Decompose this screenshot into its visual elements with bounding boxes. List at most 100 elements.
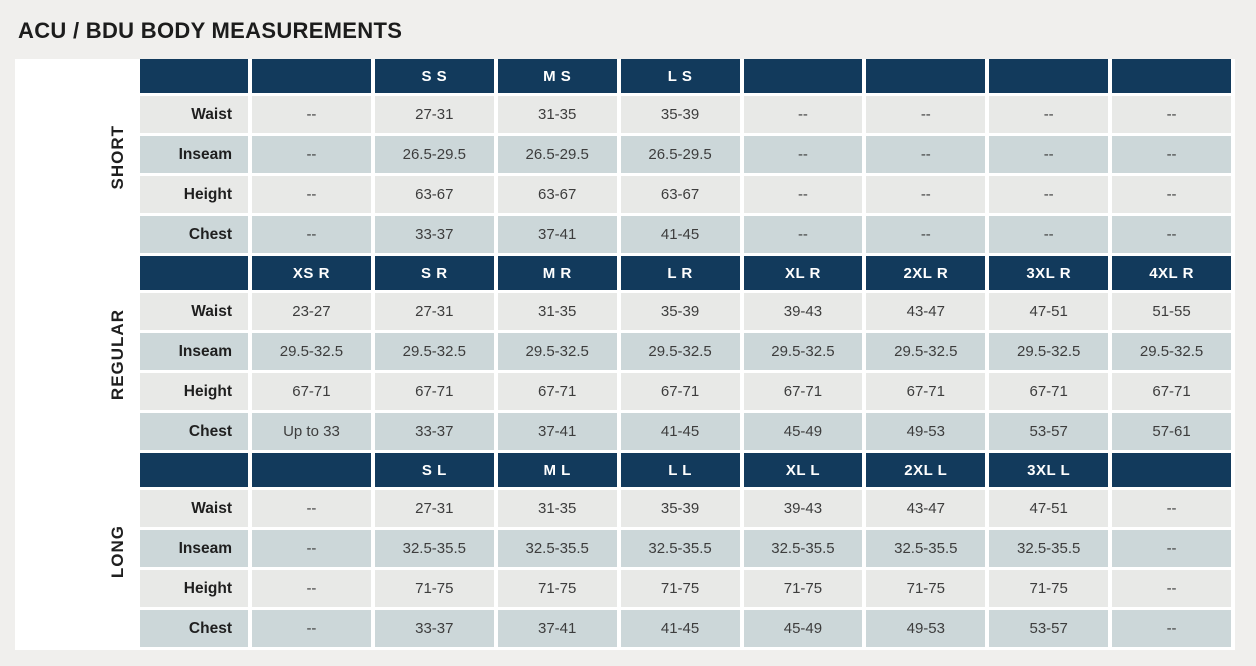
measurement-cell: 43-47 <box>866 293 990 333</box>
measurement-cell: 26.5-29.5 <box>374 136 498 176</box>
row-header: Inseam <box>140 333 252 373</box>
measurement-cell: 71-75 <box>620 570 744 610</box>
measurement-cell: -- <box>252 176 375 216</box>
measurement-cell: 63-67 <box>497 176 621 216</box>
measurement-cell: 29.5-32.5 <box>497 333 621 373</box>
measurement-cell: 71-75 <box>989 570 1113 610</box>
size-column-header: 4XL R <box>1112 256 1235 293</box>
header-corner-cell <box>140 59 252 96</box>
measurement-cell: 39-43 <box>743 293 867 333</box>
measurement-cell: 39-43 <box>743 490 867 530</box>
measurement-cell: Up to 33 <box>252 413 375 453</box>
header-corner-cell <box>140 453 252 490</box>
size-column-header: 2XL L <box>866 453 990 490</box>
measurement-cell: -- <box>743 136 867 176</box>
measurement-row-waist: Waist -- 27-31 31-35 35-39 -- -- -- -- <box>140 96 1235 136</box>
size-column-header <box>1112 453 1235 490</box>
measurement-cell: -- <box>743 176 867 216</box>
measurement-cell: 29.5-32.5 <box>866 333 990 373</box>
measurement-cell: 23-27 <box>252 293 375 333</box>
measurement-cell: 43-47 <box>866 490 990 530</box>
measurement-row-chest: Chest -- 33-37 37-41 41-45 -- -- -- -- <box>140 216 1235 256</box>
measurement-cell: -- <box>743 96 867 136</box>
size-column-header <box>743 59 867 96</box>
row-header: Waist <box>140 96 252 136</box>
measurement-cell: 32.5-35.5 <box>743 530 867 570</box>
measurement-cell: -- <box>866 136 990 176</box>
measurement-cell: 31-35 <box>497 490 621 530</box>
measurement-cell: 47-51 <box>989 293 1113 333</box>
measurement-cell: -- <box>1112 136 1235 176</box>
measurement-cell: 67-71 <box>252 373 375 413</box>
measurement-cell: 57-61 <box>1112 413 1235 453</box>
measurement-cell: 29.5-32.5 <box>374 333 498 373</box>
row-header: Waist <box>140 490 252 530</box>
measurement-row-height: Height 67-71 67-71 67-71 67-71 67-71 67-71 67-7… <box>140 373 1235 413</box>
measurement-cell: 29.5-32.5 <box>620 333 744 373</box>
section-label-text: SHORT <box>108 125 127 190</box>
size-column-header <box>866 59 990 96</box>
measurement-cell: 35-39 <box>620 96 744 136</box>
size-column-header: L S <box>620 59 744 96</box>
measurement-cell: 41-45 <box>620 413 744 453</box>
measurement-cell: 71-75 <box>374 570 498 610</box>
measurement-cell: -- <box>1112 610 1235 650</box>
measurement-cell: 45-49 <box>743 413 867 453</box>
row-header: Height <box>140 176 252 216</box>
measurement-cell: 63-67 <box>374 176 498 216</box>
measurement-cell: 67-71 <box>866 373 990 413</box>
measurement-cell: 29.5-32.5 <box>1112 333 1235 373</box>
measurement-cell: 49-53 <box>866 610 990 650</box>
size-column-header: 3XL L <box>989 453 1113 490</box>
measurement-row-inseam: Inseam -- 32.5-35.5 32.5-35.5 32.5-35.5 32.5-… <box>140 530 1235 570</box>
measurement-cell: -- <box>1112 570 1235 610</box>
section-vertical-label-long: LONG <box>15 453 140 650</box>
section-vertical-label-regular: REGULAR <box>15 256 140 453</box>
measurement-cell: -- <box>989 136 1113 176</box>
measurement-cell: 67-71 <box>743 373 867 413</box>
size-column-header: XL R <box>743 256 867 293</box>
measurement-cell: -- <box>743 216 867 256</box>
measurement-cell: 32.5-35.5 <box>989 530 1113 570</box>
measurement-cell: -- <box>989 96 1113 136</box>
size-column-header: M L <box>497 453 621 490</box>
measurement-cell: -- <box>252 216 375 256</box>
measurement-cell: 33-37 <box>374 216 498 256</box>
size-column-header: XS R <box>252 256 375 293</box>
measurement-cell: 27-31 <box>374 490 498 530</box>
section-label-text: LONG <box>108 524 127 579</box>
measurement-row-inseam: Inseam 29.5-32.5 29.5-32.5 29.5-32.5 29.5-32… <box>140 333 1235 373</box>
size-column-header: S L <box>374 453 498 490</box>
measurement-cell: -- <box>252 136 375 176</box>
size-column-header: M R <box>497 256 621 293</box>
measurement-cell: 37-41 <box>497 610 621 650</box>
size-column-header: 3XL R <box>989 256 1113 293</box>
measurement-cell: -- <box>1112 216 1235 256</box>
measurement-cell: -- <box>989 216 1113 256</box>
header-corner-cell <box>140 256 252 293</box>
measurement-row-height: Height -- 63-67 63-67 63-67 -- -- -- -- <box>140 176 1235 216</box>
measurement-cell: 41-45 <box>620 216 744 256</box>
measurement-cell: 32.5-35.5 <box>866 530 990 570</box>
measurement-cell: 27-31 <box>374 96 498 136</box>
measurement-cell: 49-53 <box>866 413 990 453</box>
row-header: Chest <box>140 216 252 256</box>
measurement-cell: 32.5-35.5 <box>374 530 498 570</box>
measurement-cell: 63-67 <box>620 176 744 216</box>
measurement-cell: 67-71 <box>1112 373 1235 413</box>
measurement-cell: 29.5-32.5 <box>989 333 1113 373</box>
measurement-cell: 26.5-29.5 <box>497 136 621 176</box>
size-column-header: L L <box>620 453 744 490</box>
measurement-row-inseam: Inseam -- 26.5-29.5 26.5-29.5 26.5-29.5 -- -- -… <box>140 136 1235 176</box>
measurement-cell: -- <box>252 490 375 530</box>
row-header: Height <box>140 570 252 610</box>
row-header: Inseam <box>140 136 252 176</box>
